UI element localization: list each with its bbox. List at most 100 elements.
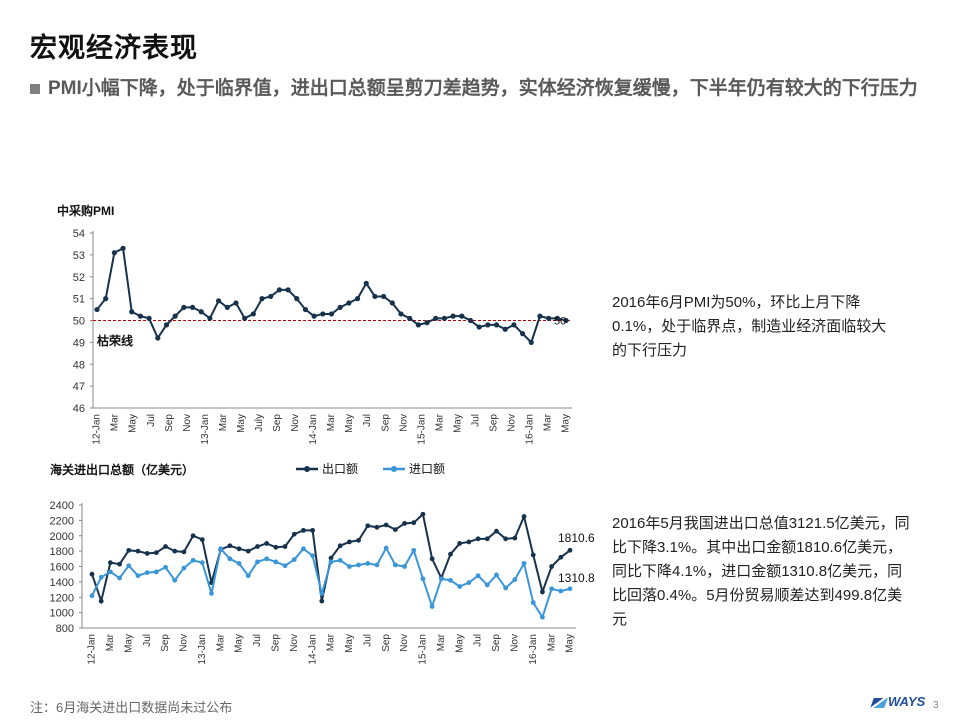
trade-x-tick-label: Nov bbox=[399, 634, 410, 652]
pmi-point bbox=[294, 296, 300, 302]
trade-y-tick-label: 1200 bbox=[50, 592, 74, 604]
pmi-chart-title: 中采购PMI bbox=[57, 203, 114, 218]
trade-x-tick-label: Sep bbox=[270, 634, 281, 652]
import-point bbox=[558, 588, 564, 594]
pmi-note: 2016年6月PMI为50%，环比上月下降0.1%，处于临界点，制造业经济面临较… bbox=[612, 294, 887, 359]
pmi-point bbox=[328, 311, 335, 317]
legend-export-marker bbox=[304, 466, 310, 472]
pmi-point bbox=[363, 280, 369, 286]
import-point bbox=[218, 546, 224, 552]
trade-x-tick-label: Jul bbox=[473, 634, 484, 647]
pmi-point bbox=[424, 320, 430, 326]
import-point bbox=[530, 600, 536, 606]
import-point bbox=[475, 573, 481, 579]
pmi-x-tick-label: Jul bbox=[470, 414, 481, 427]
pmi-point bbox=[268, 293, 274, 300]
trade-x-tick-label: Jul bbox=[252, 634, 263, 647]
pmi-x-tick-label: Mar bbox=[543, 413, 554, 431]
import-point bbox=[328, 559, 334, 565]
export-point bbox=[503, 536, 509, 542]
export-point bbox=[337, 543, 343, 549]
pmi-point bbox=[120, 245, 126, 251]
pmi-point bbox=[111, 250, 117, 256]
import-point bbox=[144, 570, 150, 576]
page-title: 宏观经济表现 bbox=[30, 33, 198, 63]
trade-x-tick-label: May bbox=[123, 634, 134, 653]
pmi-x-tick-label: May bbox=[452, 414, 463, 433]
pmi-point bbox=[381, 293, 387, 300]
pmi-x-tick-label: Mar bbox=[110, 413, 121, 431]
pmi-y-tick-label: 48 bbox=[73, 359, 85, 371]
pmi-point bbox=[337, 304, 343, 310]
pmi-point bbox=[207, 315, 213, 321]
export-point bbox=[181, 549, 187, 555]
pmi-point bbox=[441, 315, 448, 321]
export-point bbox=[107, 560, 113, 566]
trade-x-tick-label: 15-Jan bbox=[418, 634, 429, 665]
import-point bbox=[549, 586, 555, 592]
trade-y-tick-label: 1000 bbox=[50, 608, 74, 620]
pmi-point bbox=[259, 296, 265, 302]
pmi-x-tick-label: Sep bbox=[272, 414, 283, 432]
import-point bbox=[346, 564, 352, 569]
trade-x-tick-label: 12-Jan bbox=[87, 634, 98, 665]
pmi-point bbox=[250, 311, 256, 317]
pmi-x-tick-label: Sep bbox=[488, 414, 499, 432]
pmi-point bbox=[146, 315, 152, 321]
export-point bbox=[236, 546, 242, 552]
trade-x-tick-label: Sep bbox=[160, 634, 171, 652]
pmi-point bbox=[554, 315, 560, 321]
import-point bbox=[567, 586, 573, 592]
export-point bbox=[144, 551, 150, 556]
export-point bbox=[411, 520, 417, 526]
trade-x-tick-label: Mar bbox=[326, 633, 337, 651]
trade-chart-title: 海关进出口总额（亿美元） bbox=[50, 462, 194, 477]
export-point bbox=[558, 554, 564, 560]
pmi-point bbox=[493, 322, 500, 328]
trade-x-tick-label: 14-Jan bbox=[307, 634, 318, 665]
export-point bbox=[255, 544, 260, 549]
pmi-y-tick-label: 53 bbox=[73, 250, 85, 262]
trade-x-tick-label: 16-Jan bbox=[528, 634, 539, 665]
import-point bbox=[117, 575, 122, 581]
import-point bbox=[484, 582, 490, 588]
export-point bbox=[392, 527, 398, 532]
import-point bbox=[190, 557, 196, 563]
export-point bbox=[172, 548, 178, 554]
import-point bbox=[98, 574, 104, 580]
pmi-x-tick-label: Sep bbox=[380, 414, 391, 432]
trade-x-tick-label: May bbox=[454, 634, 465, 653]
import-point bbox=[402, 564, 407, 569]
pmi-point bbox=[242, 315, 248, 321]
pmi-point bbox=[94, 306, 100, 313]
pmi-x-tick-label: Jul bbox=[362, 414, 373, 427]
import-point bbox=[273, 559, 279, 565]
pmi-point bbox=[537, 313, 543, 319]
import-point bbox=[540, 614, 545, 620]
pmi-x-tick-label: Nov bbox=[507, 414, 518, 432]
pmi-point bbox=[519, 331, 526, 337]
import-point bbox=[337, 557, 343, 563]
export-point bbox=[328, 555, 334, 561]
pmi-point bbox=[302, 306, 309, 313]
export-point bbox=[374, 524, 380, 530]
export-point bbox=[282, 544, 288, 549]
import-end-label: 1310.8 bbox=[558, 571, 595, 585]
trade-note: 2016年5月我国进出口总值3121.5亿美元，同比下降3.1%。其中出口金额1… bbox=[612, 515, 910, 628]
import-point bbox=[255, 559, 260, 565]
pmi-point bbox=[346, 300, 352, 306]
pmi-x-tick-label: 16-Jan bbox=[525, 414, 536, 445]
trade-y-tick-label: 800 bbox=[56, 623, 74, 635]
export-end-label: 1810.6 bbox=[558, 531, 595, 545]
import-point bbox=[245, 573, 251, 579]
trade-y-tick-label: 1400 bbox=[50, 577, 74, 589]
export-point bbox=[346, 539, 352, 545]
pmi-point bbox=[320, 311, 326, 317]
pmi-point bbox=[528, 339, 534, 345]
export-point bbox=[264, 541, 270, 546]
trade-x-tick-label: Nov bbox=[289, 634, 300, 652]
export-point bbox=[319, 598, 325, 604]
pmi-x-tick-label: May bbox=[344, 414, 355, 433]
pmi-y-tick-label: 52 bbox=[73, 272, 85, 284]
import-point bbox=[448, 577, 453, 583]
